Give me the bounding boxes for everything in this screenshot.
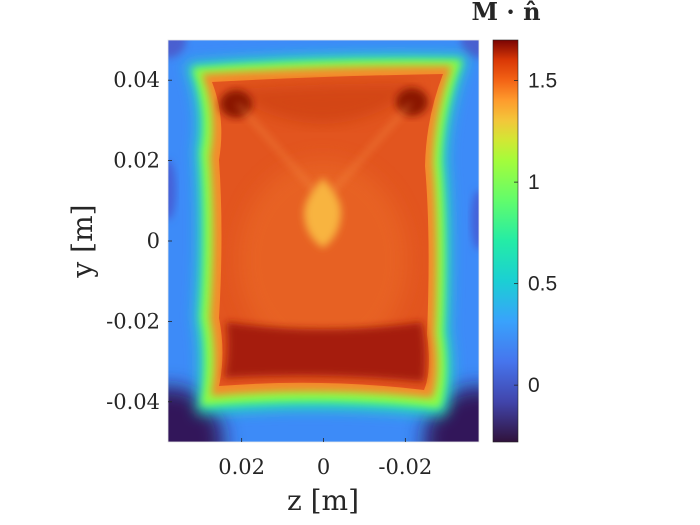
field-corner-top-left <box>168 40 186 58</box>
x-axis-label: z [m] <box>287 484 359 517</box>
colorbar-tick-label: 1.5 <box>528 70 557 93</box>
field-corner-bottom-left <box>168 387 223 442</box>
field-corner-bottom-right <box>424 387 479 442</box>
colorbar <box>492 39 519 443</box>
heatmap-field <box>168 40 479 442</box>
colorbar-tick-label: 0 <box>528 374 540 397</box>
field-diagonal-right <box>330 103 412 193</box>
field-corner-top-right <box>461 40 479 58</box>
field-dark-spot-top-right <box>396 88 428 116</box>
y-tick-label: -0.04 <box>106 390 160 414</box>
y-tick-label: 0 <box>147 229 160 253</box>
colorbar-title: M · n̂ <box>471 0 540 26</box>
y-tick-label: 0.02 <box>113 149 160 173</box>
y-axis-ticks: 0.04 0.02 0 -0.02 -0.04 <box>106 68 172 414</box>
colorbar-tick-label: 0.5 <box>528 273 557 296</box>
x-tick-label: -0.02 <box>378 455 432 479</box>
field-diagonal-left <box>236 103 318 193</box>
colorbar-ticks: 0 0.5 1 1.5 <box>514 70 557 397</box>
colorbar-tick-label: 1 <box>528 171 540 194</box>
y-tick-label: -0.02 <box>106 309 160 333</box>
field-central-spot <box>304 178 342 248</box>
field-bottom-band <box>224 322 426 382</box>
x-tick-label: 0.02 <box>218 455 265 479</box>
x-axis-ticks: 0.02 0 -0.02 <box>218 438 432 479</box>
field-left-edge-dip <box>168 160 176 220</box>
field-interior-lighter <box>238 160 408 360</box>
field-right-edge-dip <box>471 190 479 250</box>
y-tick-label: 0.04 <box>113 68 160 92</box>
y-axis-label: y [m] <box>66 204 99 278</box>
field-top-band <box>230 83 420 124</box>
x-tick-label: 0 <box>317 455 330 479</box>
